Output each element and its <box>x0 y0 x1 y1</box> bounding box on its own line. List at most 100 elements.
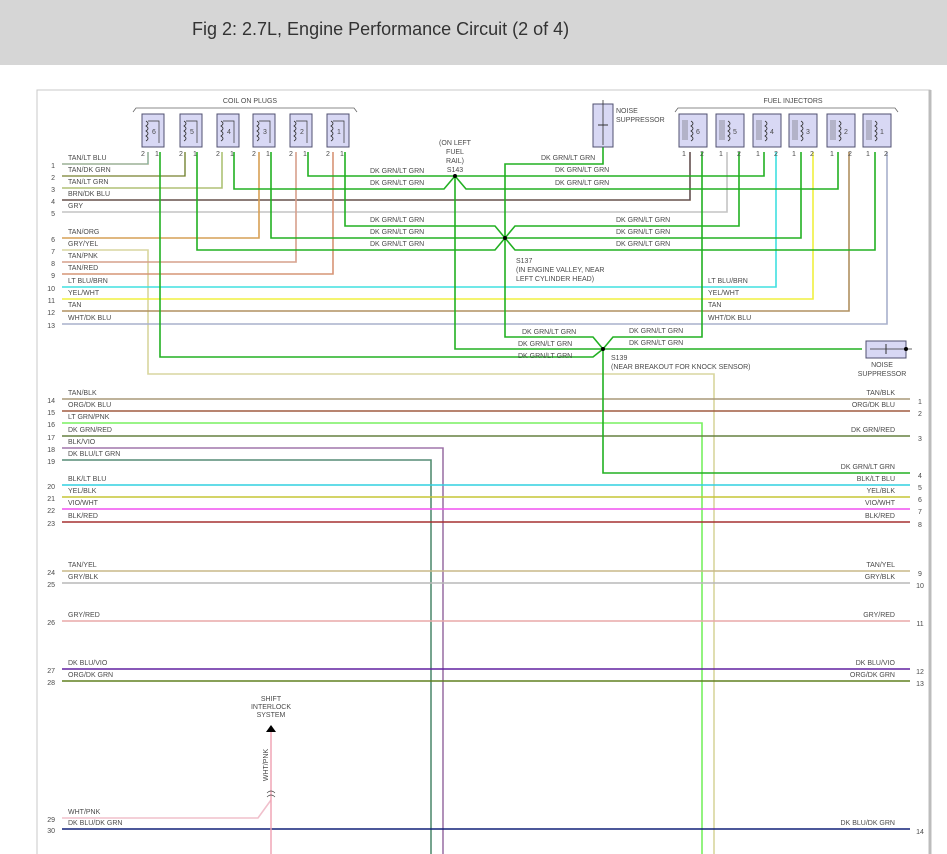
right-wire-label: DK GRN/LT GRN <box>841 464 895 471</box>
injector-pin-label: 2 <box>737 151 741 158</box>
wire-2-tracer <box>62 152 186 177</box>
coil-on-plug-4: 4 <box>216 113 240 148</box>
right-wire-label: DK BLU/VIO <box>856 660 896 667</box>
wire-11-tracer <box>62 152 814 300</box>
right-wire-number: 13 <box>916 681 924 688</box>
left-wire-label: GRY/RED <box>68 612 100 619</box>
header-bar: Fig 2: 2.7L, Engine Performance Circuit … <box>0 0 947 65</box>
left-wire-label: TAN/ORG <box>68 229 99 236</box>
right-wire-label: ORG/DK GRN <box>850 672 895 679</box>
left-wire-number: 24 <box>47 570 55 577</box>
coil-core <box>333 120 345 143</box>
left-wire-label: BLK/RED <box>68 513 98 520</box>
fuel-injector-5: 5 <box>715 113 745 148</box>
splice-wire-label: DK GRN/LT GRN <box>370 217 424 224</box>
left-wire-label: TAN/LT GRN <box>68 179 108 186</box>
connector-icon <box>266 790 276 798</box>
left-wire-number: 9 <box>51 273 55 280</box>
splice-wire-label: DK GRN/LT GRN <box>541 155 595 162</box>
coil-pin-label: 1 <box>193 151 197 158</box>
injector-pin-label: 2 <box>884 151 888 158</box>
injector-box <box>715 113 745 148</box>
injector-number: 4 <box>770 129 774 136</box>
left-wire-label: TAN/RED <box>68 265 98 272</box>
injector-number: 6 <box>696 129 700 136</box>
left-wire-label: GRY <box>68 203 83 210</box>
fuel-injectors-label: FUEL INJECTORS <box>763 98 822 105</box>
noise-suppressor-top-label: NOISE <box>616 108 638 115</box>
injector-pin-label: 1 <box>792 151 796 158</box>
left-wire-number: 14 <box>47 398 55 405</box>
fuel-injector-1: 1 <box>862 113 892 148</box>
coil-pin-label: 2 <box>326 151 330 158</box>
splice-wire <box>196 152 506 251</box>
injector-pin-label: 1 <box>866 151 870 158</box>
coil-winding-icon <box>764 120 768 142</box>
injector-bracket <box>674 107 899 113</box>
shift-interlock-label: SHIFT <box>261 696 282 703</box>
injector-box <box>752 113 782 148</box>
injector-number: 1 <box>880 129 884 136</box>
right-wire-number: 9 <box>918 571 922 578</box>
left-wire-number: 3 <box>51 187 55 194</box>
page-title: Fig 2: 2.7L, Engine Performance Circuit … <box>192 19 570 39</box>
splice-wire <box>454 152 839 190</box>
splice-wire <box>505 152 802 239</box>
right-wire-number: 5 <box>918 485 922 492</box>
right-wire-number: 14 <box>916 829 924 836</box>
splice-s143-note: RAIL) <box>446 158 464 165</box>
injector-wire-label: YEL/WHT <box>708 290 740 297</box>
splice-wire-label: DK GRN/LT GRN <box>370 168 424 175</box>
left-wire-label: WHT/PNK <box>68 809 101 816</box>
left-wire-number: 23 <box>47 521 55 528</box>
left-wire-label: TAN <box>68 302 81 309</box>
left-wire-label: WHT/DK BLU <box>68 315 111 322</box>
right-wire-label: GRY/RED <box>863 612 895 619</box>
splice-wire-label: DK GRN/LT GRN <box>518 353 572 360</box>
right-wire-label: BLK/RED <box>865 513 895 520</box>
splice-wire <box>504 152 876 251</box>
injector-box <box>678 113 708 148</box>
left-wire-number: 25 <box>47 582 55 589</box>
coil-pin-label: 1 <box>340 151 344 158</box>
right-wire-label: BLK/LT BLU <box>857 476 895 483</box>
left-wire-number: 5 <box>51 211 55 218</box>
coil-winding-icon <box>727 120 731 142</box>
splice-s143-id: S143 <box>447 167 463 174</box>
left-wire-label: TAN/LT BLU <box>68 155 107 162</box>
coil-winding-icon <box>220 120 224 142</box>
wire-10-tracer <box>62 152 777 288</box>
left-wire-number: 20 <box>47 484 55 491</box>
splice-wire-label: DK GRN/LT GRN <box>370 241 424 248</box>
injector-box <box>862 113 892 148</box>
left-wire-label: BLK/VIO <box>68 439 96 446</box>
splice-s143-dot <box>453 174 457 178</box>
right-wire-label: DK GRN/RED <box>851 427 895 434</box>
splice-s137-id: S137 <box>516 258 532 265</box>
wire-7-tracer <box>62 249 715 854</box>
coil-winding-icon <box>145 120 149 142</box>
left-wire-label: YEL/WHT <box>68 290 100 297</box>
splice-s137-note: LEFT CYLINDER HEAD) <box>516 276 594 283</box>
left-wire-label: YEL/BLK <box>68 488 97 495</box>
coil-winding-icon <box>183 120 187 142</box>
left-wire-number: 21 <box>47 496 55 503</box>
injector-number: 5 <box>733 129 737 136</box>
left-wire-label: GRY/YEL <box>68 241 98 248</box>
splice-wire-label: DK GRN/LT GRN <box>616 217 670 224</box>
left-wire-number: 18 <box>47 447 55 454</box>
coil-pin-label: 2 <box>252 151 256 158</box>
coil-number: 2 <box>300 129 304 136</box>
left-wire-number: 6 <box>51 237 55 244</box>
injector-pin-label: 1 <box>756 151 760 158</box>
splice-s143-note: FUEL <box>446 149 464 156</box>
wire-16-tracer <box>62 422 703 854</box>
left-wire-label: TAN/DK GRN <box>68 167 111 174</box>
injector-number: 3 <box>806 129 810 136</box>
splice-wire-label: DK GRN/LT GRN <box>629 328 683 335</box>
left-wire-number: 10 <box>47 286 55 293</box>
coil-on-plug-3: 3 <box>252 113 276 148</box>
shift-interlock-label: SYSTEM <box>257 712 286 719</box>
left-wire-number: 2 <box>51 175 55 182</box>
coil-core <box>259 120 271 143</box>
